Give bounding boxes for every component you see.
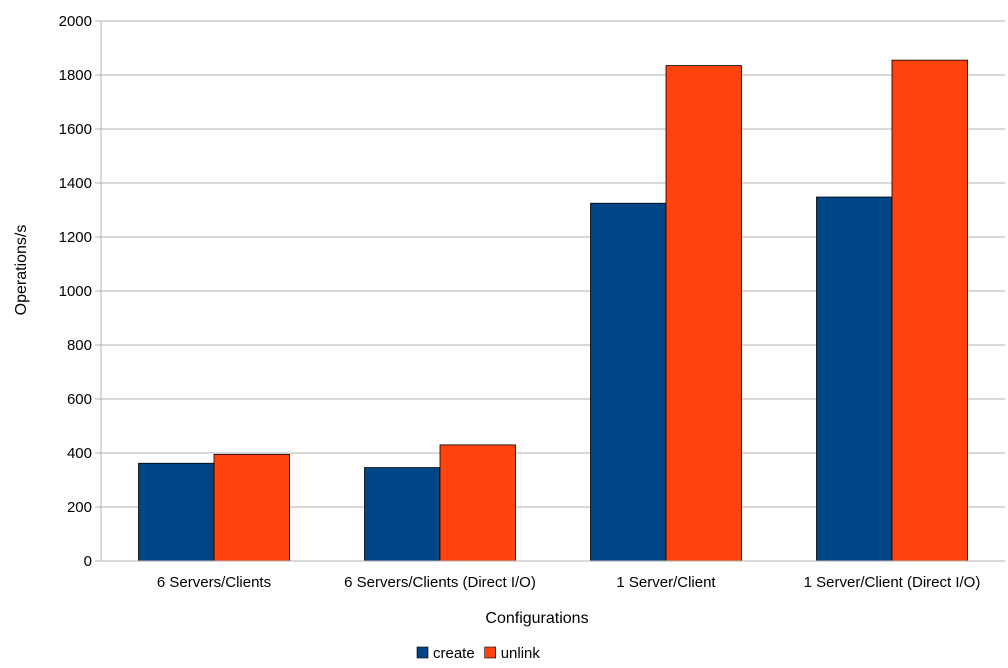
x-tick-label: 1 Server/Client (Direct I/O) (804, 574, 981, 591)
y-axis-title: Operations/s (13, 225, 30, 316)
bar-unlink (213, 453, 290, 562)
bar-create (590, 202, 667, 562)
y-tick-label: 1800 (59, 67, 92, 84)
y-tick-label: 1600 (59, 121, 92, 138)
bar-create (364, 467, 441, 562)
y-tick-label: 200 (67, 499, 92, 516)
y-tick-label: 1000 (59, 283, 92, 300)
x-tick-label: 6 Servers/Clients (157, 574, 271, 591)
y-tick-label: 0 (84, 553, 92, 570)
y-tick-label: 600 (67, 391, 92, 408)
x-tick-label: 6 Servers/Clients (Direct I/O) (344, 574, 536, 591)
y-tick-label: 1400 (59, 175, 92, 192)
x-tick-label: 1 Server/Client (616, 574, 716, 591)
x-tick-labels: 6 Servers/Clients 6 Servers/Clients (Dire… (157, 574, 980, 591)
bar-unlink (891, 59, 968, 562)
bars (138, 59, 968, 562)
legend-swatch-create (416, 646, 429, 659)
y-tick-label: 800 (67, 337, 92, 354)
legend: create unlink (416, 645, 541, 662)
y-tick-label: 400 (67, 445, 92, 462)
bar-unlink (439, 444, 516, 562)
y-tick-labels: 0 200 400 600 800 1000 1200 1400 1600 1800 2000 (59, 13, 101, 570)
gridlines (101, 20, 1005, 508)
y-tick-label: 1200 (59, 229, 92, 246)
legend-label-unlink: unlink (501, 645, 541, 662)
bar-unlink (665, 65, 742, 562)
bar-create (138, 462, 215, 562)
legend-swatch-unlink (484, 646, 497, 659)
bar-create (816, 196, 893, 562)
x-axis-title: Configurations (485, 610, 588, 627)
legend-label-create: create (433, 645, 475, 662)
y-tick-label: 2000 (59, 13, 92, 30)
